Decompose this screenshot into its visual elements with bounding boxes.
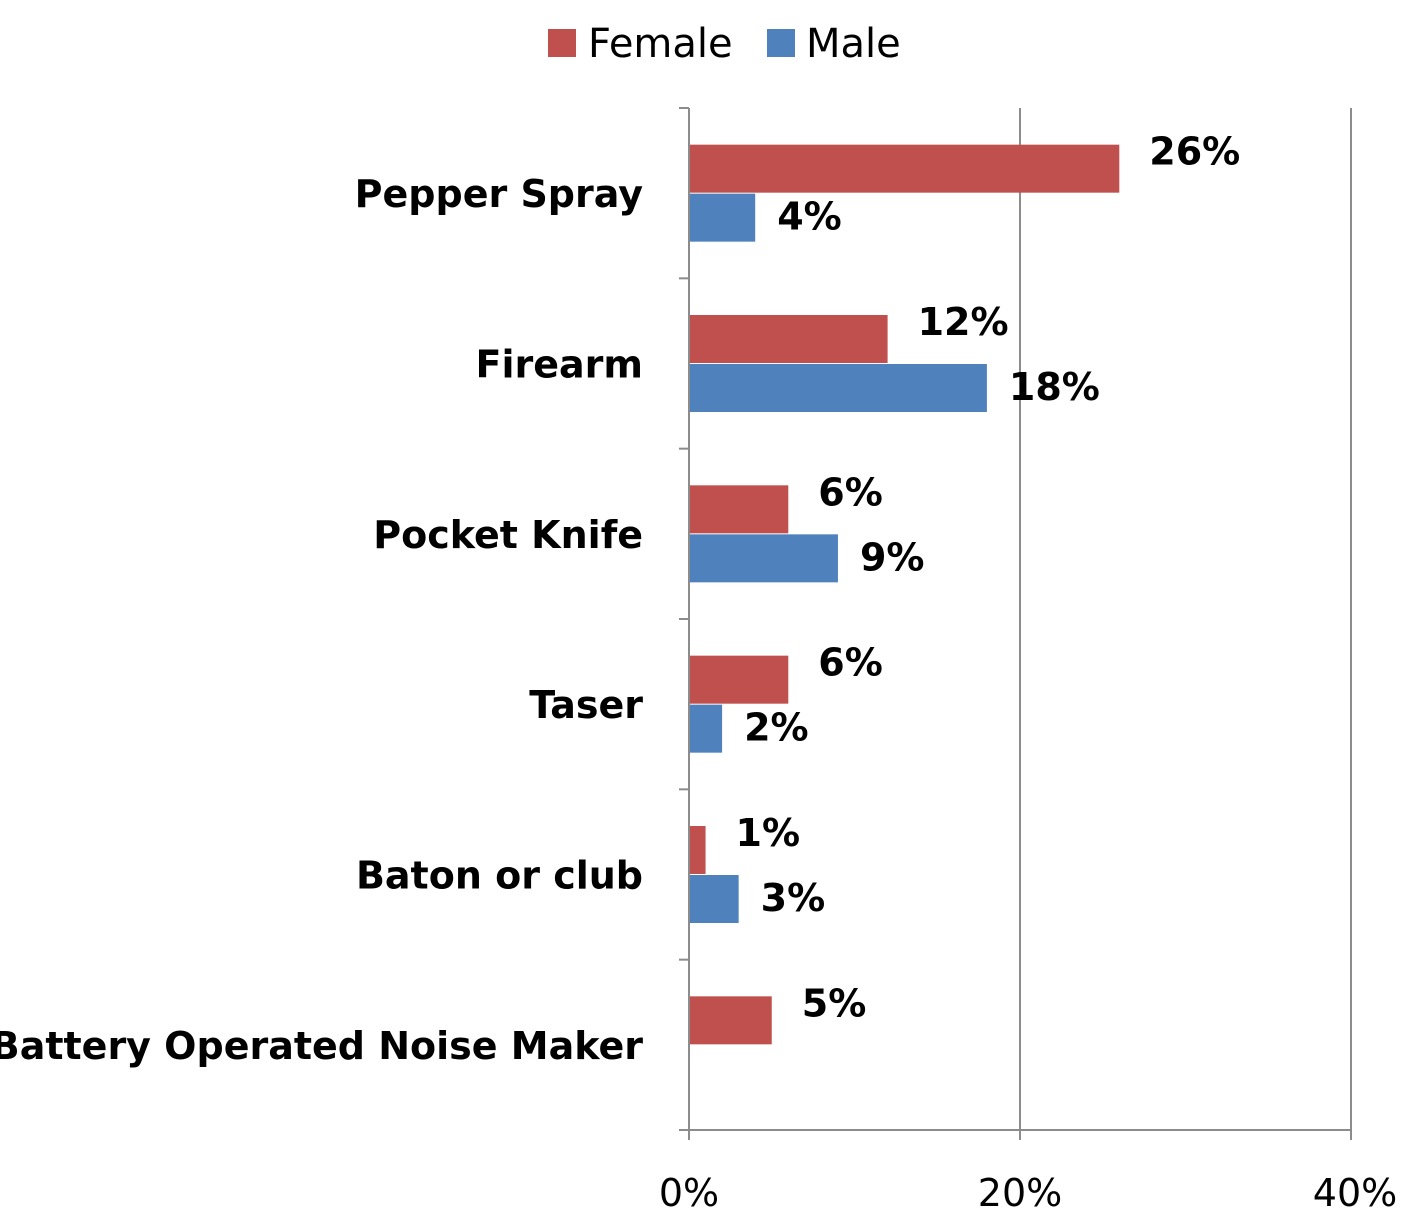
bar-male-3 bbox=[689, 704, 723, 753]
data-label-male-2: 9% bbox=[860, 535, 925, 579]
legend-label-female: Female bbox=[588, 21, 733, 67]
bar-male-1 bbox=[689, 364, 987, 412]
bar-female-1 bbox=[689, 315, 888, 363]
data-label-male-0: 4% bbox=[777, 195, 842, 239]
bar-female-2 bbox=[689, 485, 789, 534]
category-label-1: Firearm bbox=[476, 343, 643, 387]
bar-female-4 bbox=[689, 826, 706, 874]
category-label-4: Baton or club bbox=[356, 854, 643, 898]
bars bbox=[689, 144, 1120, 1045]
data-label-male-1: 18% bbox=[1009, 365, 1100, 409]
x-tick-label-1: 20% bbox=[978, 1171, 1062, 1215]
category-label-0: Pepper Spray bbox=[355, 172, 644, 216]
data-label-female-0: 26% bbox=[1149, 130, 1240, 174]
axes bbox=[679, 107, 1352, 1140]
data-label-female-1: 12% bbox=[918, 300, 1009, 344]
category-labels: Pepper Spray Firearm Pocket Knife Taser Bato… bbox=[0, 172, 643, 1068]
category-label-3: Taser bbox=[529, 683, 643, 727]
legend-swatch-male bbox=[767, 29, 795, 57]
gridlines bbox=[1019, 108, 1352, 1130]
bar-male-0 bbox=[689, 193, 756, 242]
data-label-male-4: 3% bbox=[761, 876, 826, 920]
bar-female-0 bbox=[689, 144, 1120, 193]
bar-male-2 bbox=[689, 534, 838, 583]
legend: Female Male bbox=[548, 21, 901, 67]
bar-female-3 bbox=[689, 655, 789, 704]
x-tick-label-2: 40% bbox=[1313, 1171, 1397, 1215]
category-label-5: Battery Operated Noise Maker bbox=[0, 1024, 643, 1068]
legend-label-male: Male bbox=[806, 21, 901, 67]
data-label-female-4: 1% bbox=[736, 811, 801, 855]
legend-swatch-female bbox=[548, 29, 576, 57]
data-label-female-3: 6% bbox=[818, 641, 883, 685]
data-label-male-3: 2% bbox=[744, 706, 809, 750]
data-label-female-5: 5% bbox=[802, 981, 867, 1025]
bar-male-4 bbox=[689, 875, 739, 923]
data-labels: 26%4%12%18%6%9%6%2%1%3%5% bbox=[736, 130, 1241, 1026]
category-label-2: Pocket Knife bbox=[373, 513, 643, 557]
x-tick-labels: 0% 20% 40% bbox=[659, 1171, 1397, 1215]
data-label-female-2: 6% bbox=[818, 470, 883, 514]
bar-female-5 bbox=[689, 996, 772, 1045]
x-tick-label-0: 0% bbox=[659, 1171, 719, 1215]
